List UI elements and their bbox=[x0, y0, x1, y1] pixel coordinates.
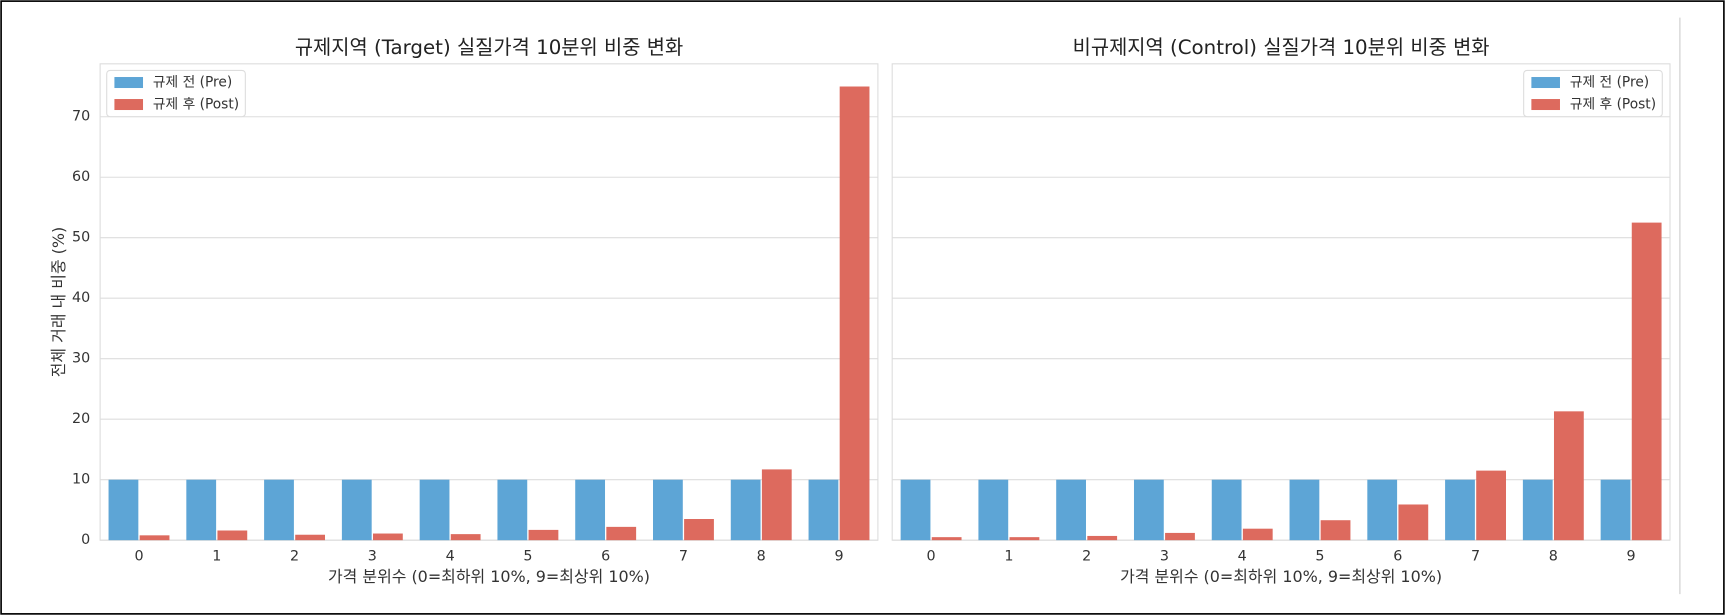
bar bbox=[839, 86, 870, 541]
bar bbox=[1367, 479, 1398, 541]
bar bbox=[1553, 411, 1584, 541]
bar bbox=[1631, 222, 1662, 541]
chart-title: 비규제지역 (Control) 실질가격 10분위 비중 변화 bbox=[1073, 36, 1490, 59]
x-tick-label: 3 bbox=[1160, 549, 1169, 565]
bar bbox=[931, 537, 962, 541]
bar bbox=[341, 479, 372, 541]
bar bbox=[761, 469, 792, 541]
x-tick-label: 7 bbox=[679, 549, 688, 565]
x-tick-label: 4 bbox=[1238, 549, 1247, 565]
bar bbox=[1522, 479, 1553, 541]
bar bbox=[528, 529, 559, 541]
x-tick-label: 0 bbox=[134, 549, 143, 565]
bar bbox=[1476, 470, 1506, 541]
bar bbox=[730, 479, 761, 541]
bar bbox=[1445, 479, 1475, 541]
bar bbox=[450, 534, 481, 541]
bar bbox=[1289, 479, 1320, 541]
bar bbox=[497, 479, 528, 541]
bar bbox=[1165, 532, 1195, 541]
x-tick-label: 3 bbox=[368, 549, 377, 565]
x-tick-label: 6 bbox=[601, 549, 610, 565]
x-tick-label: 5 bbox=[523, 549, 532, 565]
bar bbox=[217, 530, 248, 541]
chart-title: 규제지역 (Target) 실질가격 10분위 비중 변화 bbox=[295, 36, 683, 59]
x-tick-label: 5 bbox=[1315, 549, 1324, 565]
y-tick-label: 70 bbox=[72, 109, 90, 125]
x-axis-label: 가격 분위수 (0=최하위 10%, 9=최상위 10%) bbox=[328, 567, 650, 586]
bar bbox=[606, 526, 637, 541]
x-tick-label: 7 bbox=[1471, 549, 1480, 565]
bar bbox=[1009, 537, 1040, 541]
bar bbox=[264, 479, 294, 541]
y-tick-label: 30 bbox=[72, 351, 90, 367]
legend-label: 규제 후 (Post) bbox=[1570, 97, 1656, 113]
bar bbox=[1087, 535, 1118, 541]
legend-label: 규제 전 (Pre) bbox=[153, 75, 232, 91]
bar bbox=[1600, 479, 1631, 541]
bar bbox=[186, 479, 217, 541]
x-tick-label: 9 bbox=[1627, 549, 1636, 565]
x-tick-label: 8 bbox=[1549, 549, 1558, 565]
y-tick-label: 50 bbox=[72, 230, 90, 246]
y-axis-label: 전체 거래 내 비중 (%) bbox=[49, 227, 68, 377]
bar bbox=[372, 533, 403, 541]
y-tick-label: 10 bbox=[72, 472, 90, 488]
legend-label: 규제 후 (Post) bbox=[153, 97, 239, 113]
x-tick-label: 1 bbox=[1004, 549, 1013, 565]
y-tick-label: 40 bbox=[72, 290, 90, 306]
legend-swatch bbox=[114, 99, 144, 111]
bar bbox=[419, 479, 450, 541]
bar bbox=[653, 479, 683, 541]
legend-label: 규제 전 (Pre) bbox=[1570, 75, 1649, 91]
x-tick-label: 8 bbox=[757, 549, 766, 565]
x-tick-label: 9 bbox=[834, 549, 843, 565]
bar bbox=[295, 534, 326, 541]
bar bbox=[978, 479, 1009, 541]
y-tick-label: 0 bbox=[81, 532, 90, 548]
legend-swatch bbox=[1531, 77, 1560, 89]
x-tick-label: 4 bbox=[446, 549, 455, 565]
plot-area bbox=[99, 63, 879, 541]
x-tick-label: 6 bbox=[1393, 549, 1402, 565]
bar bbox=[1211, 479, 1242, 541]
bar bbox=[575, 479, 606, 541]
x-tick-label: 1 bbox=[212, 549, 221, 565]
legend-swatch bbox=[1531, 99, 1560, 111]
bar bbox=[684, 519, 714, 541]
plot-area bbox=[891, 63, 1671, 541]
y-tick-label: 60 bbox=[72, 169, 90, 185]
x-tick-label: 2 bbox=[290, 549, 299, 565]
x-tick-label: 0 bbox=[927, 549, 936, 565]
bar bbox=[1133, 479, 1164, 541]
y-tick-label: 20 bbox=[72, 411, 90, 427]
legend-swatch bbox=[114, 77, 144, 89]
bar bbox=[139, 535, 170, 541]
bar bbox=[1242, 528, 1273, 541]
x-tick-label: 2 bbox=[1082, 549, 1091, 565]
bar bbox=[108, 479, 139, 541]
x-axis-label: 가격 분위수 (0=최하위 10%, 9=최상위 10%) bbox=[1120, 567, 1442, 586]
bar bbox=[808, 479, 839, 541]
bar bbox=[1056, 479, 1086, 541]
bar bbox=[900, 479, 931, 541]
bar bbox=[1398, 504, 1429, 541]
bar bbox=[1320, 520, 1351, 541]
